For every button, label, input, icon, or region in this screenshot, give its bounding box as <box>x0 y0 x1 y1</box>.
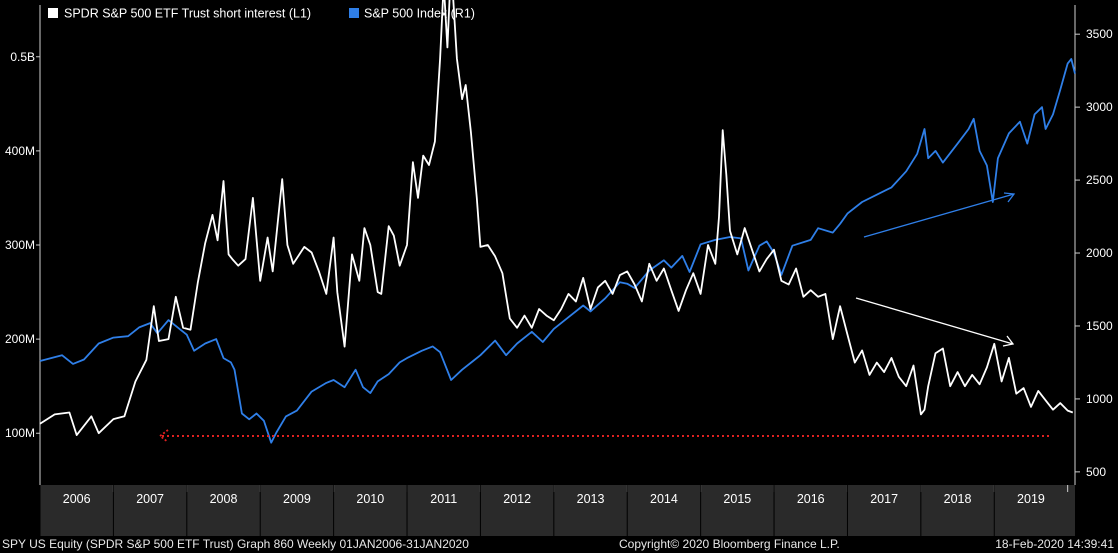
x-year-label: 2015 <box>723 492 751 506</box>
x-year-label: 2013 <box>577 492 605 506</box>
right-tick-label: 500 <box>1086 465 1106 479</box>
annotation-arrows <box>158 192 1050 443</box>
right-axis: 500 1000 1500 2000 2500 3000 3500 <box>1074 5 1113 485</box>
low-level-arrowhead <box>158 429 169 443</box>
right-tick-label: 1500 <box>1086 319 1113 333</box>
sp500-line <box>39 58 1076 444</box>
x-year-label: 2010 <box>356 492 384 506</box>
x-year-label: 2006 <box>63 492 91 506</box>
footer-security-info: SPY US Equity (SPDR S&P 500 ETF Trust) G… <box>2 537 469 551</box>
left-tick-label: 300M <box>5 238 35 252</box>
x-year-label: 2008 <box>210 492 238 506</box>
x-year-label: 2009 <box>283 492 311 506</box>
uptrend-arrow <box>863 193 1015 238</box>
uptrend-arrowhead <box>1003 192 1016 203</box>
downtrend-arrow <box>855 297 1014 345</box>
x-year-label: 2019 <box>1017 492 1045 506</box>
short-interest-line <box>39 0 1074 437</box>
x-year-label: 2011 <box>430 492 457 506</box>
x-year-label: 2017 <box>870 492 898 506</box>
legend-label-short-interest: SPDR S&P 500 ETF Trust short interest (L… <box>64 7 311 21</box>
x-year-label: 2018 <box>944 492 972 506</box>
legend-label-sp500: S&P 500 Index (R1) <box>364 7 475 21</box>
right-tick-label: 3500 <box>1086 27 1113 41</box>
legend-swatch-sp500 <box>349 8 359 18</box>
chart-legend: SPDR S&P 500 ETF Trust short interest (L… <box>48 7 475 21</box>
right-tick-label: 3000 <box>1086 100 1113 114</box>
legend-swatch-short-interest <box>48 8 58 18</box>
footer-timestamp: 18-Feb-2020 14:39:41 <box>995 537 1114 551</box>
x-year-label: 2014 <box>650 492 678 506</box>
right-tick-label: 2500 <box>1086 173 1113 187</box>
left-tick-label: 400M <box>5 144 35 158</box>
x-axis-strip <box>40 485 1075 536</box>
x-year-label: 2012 <box>503 492 531 506</box>
right-tick-label: 2000 <box>1086 246 1113 260</box>
downtrend-arrowhead <box>1002 335 1015 347</box>
left-axis: 100M 200M 300M 400M 0.5B <box>5 5 41 485</box>
left-tick-label: 200M <box>5 332 35 346</box>
x-year-label: 2007 <box>136 492 164 506</box>
left-tick-label: 100M <box>5 426 35 440</box>
right-tick-label: 1000 <box>1086 392 1113 406</box>
x-year-label: 2016 <box>797 492 825 506</box>
series-layer <box>39 0 1076 444</box>
footer-copyright: Copyright© 2020 Bloomberg Finance L.P. <box>619 537 840 551</box>
left-tick-label: 0.5B <box>10 50 35 64</box>
x-axis: 2006 2007 2008 2009 2010 2011 2012 2013 2014 2015… <box>39 485 1069 536</box>
